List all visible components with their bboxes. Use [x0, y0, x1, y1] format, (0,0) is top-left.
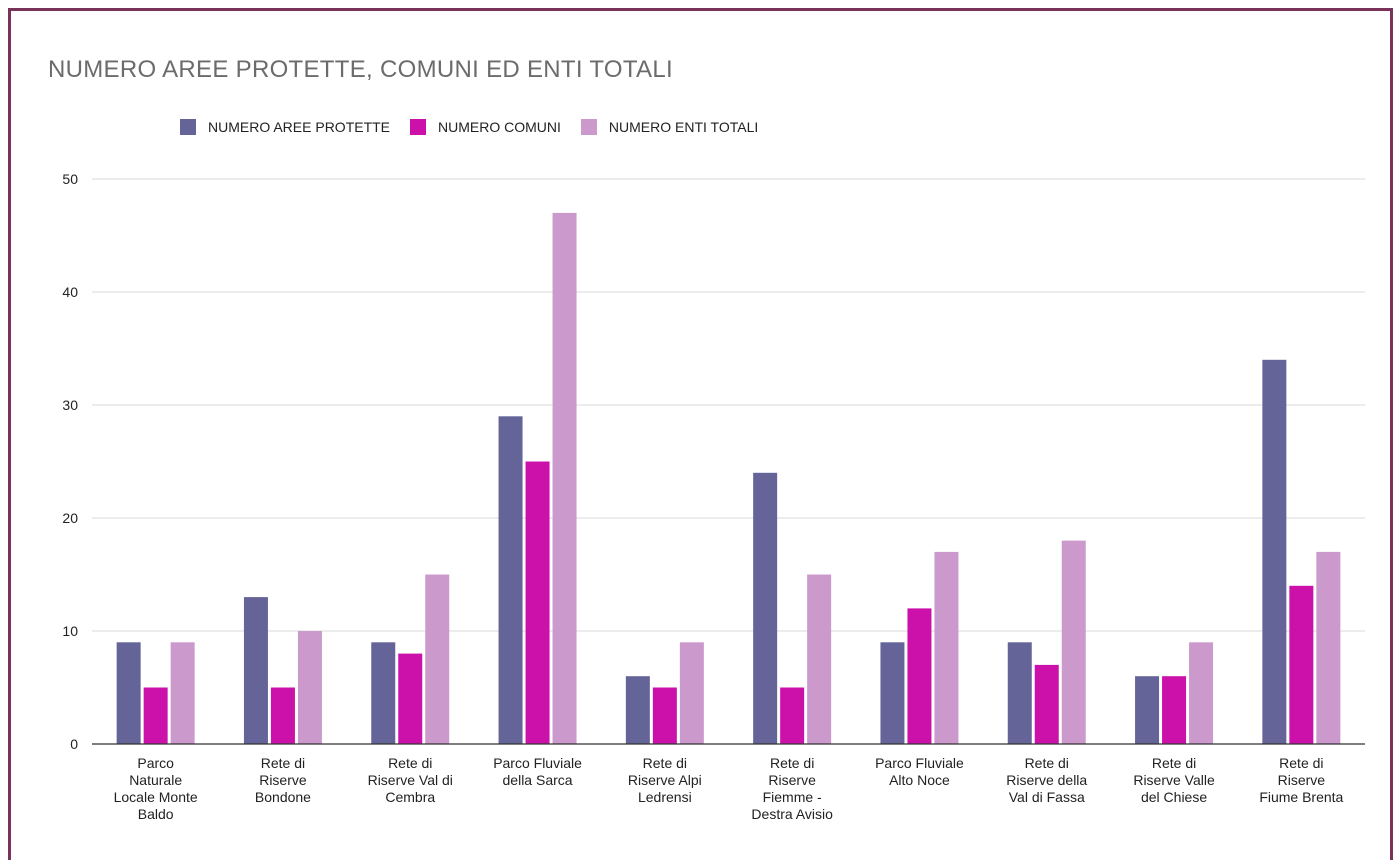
bar: [1007, 642, 1032, 744]
y-tick-label: 30: [62, 397, 78, 413]
bar: [880, 642, 905, 744]
x-tick-label: Rete di Riserve Bondone: [255, 755, 311, 805]
bar: [1061, 540, 1086, 744]
bar: [679, 642, 704, 744]
bar: [425, 574, 450, 744]
bar: [498, 416, 523, 744]
bar: [1034, 664, 1059, 744]
bar: [1316, 551, 1341, 744]
x-tick-label: Parco Fluviale della Sarca: [493, 755, 582, 788]
bar: [270, 687, 295, 744]
bar: [625, 676, 650, 744]
x-tick-label: Parco Naturale Locale Monte Baldo: [114, 755, 198, 822]
bar: [807, 574, 832, 744]
legend-item-comuni: NUMERO COMUNI: [410, 119, 561, 135]
x-tick-label: Rete di Riserve Alpi Ledrensi: [628, 755, 702, 805]
y-tick-label: 40: [62, 284, 78, 300]
bar: [371, 642, 396, 744]
x-tick-label: Parco Fluviale Alto Noce: [875, 755, 964, 788]
legend-label-aree-protette: NUMERO AREE PROTETTE: [208, 119, 391, 135]
bar: [116, 642, 141, 744]
bar: [170, 642, 195, 744]
chart-legend: NUMERO AREE PROTETTE NUMERO COMUNI NUMER…: [180, 119, 758, 135]
x-tick-label: Rete di Riserve Fiume Brenta: [1259, 755, 1343, 805]
legend-item-enti-totali: NUMERO ENTI TOTALI: [580, 119, 759, 135]
bar: [780, 687, 805, 744]
x-tick-label: Rete di Riserve Valle del Chiese: [1133, 755, 1215, 805]
y-tick-label: 50: [62, 171, 78, 187]
bar: [1162, 676, 1187, 744]
legend-label-comuni: NUMERO COMUNI: [438, 119, 561, 135]
x-tick-label: Rete di Riserve della Val di Fassa: [1006, 755, 1087, 805]
y-tick-label: 20: [62, 510, 78, 526]
legend-swatch-aree-protette: [180, 119, 196, 135]
bar: [1189, 642, 1214, 744]
x-tick-label: Rete di Riserve Val di Cembra: [368, 755, 453, 805]
x-tick-label: Rete di Riserve Fiemme -Destra Avisio: [751, 755, 833, 822]
bar: [934, 551, 959, 744]
bar: [652, 687, 677, 744]
bar: [753, 472, 778, 744]
bar: [907, 608, 932, 744]
y-tick-label: 10: [62, 623, 78, 639]
legend-swatch-comuni: [410, 119, 427, 135]
bar: [297, 631, 322, 744]
bar: [552, 212, 577, 744]
bar: [1289, 585, 1314, 744]
legend-label-enti-totali: NUMERO ENTI TOTALI: [608, 119, 759, 135]
bar: [398, 653, 423, 744]
bar: [143, 687, 168, 744]
bar: [1262, 359, 1287, 744]
bar: [525, 461, 550, 744]
bar: [1135, 676, 1160, 744]
legend-swatch-enti-totali: [580, 119, 597, 135]
legend-item-aree-protette: NUMERO AREE PROTETTE: [180, 119, 390, 135]
y-tick-label: 0: [70, 736, 78, 752]
chart-title: NUMERO AREE PROTETTE, COMUNI ED ENTI TOT…: [48, 56, 673, 83]
bar: [243, 597, 268, 744]
